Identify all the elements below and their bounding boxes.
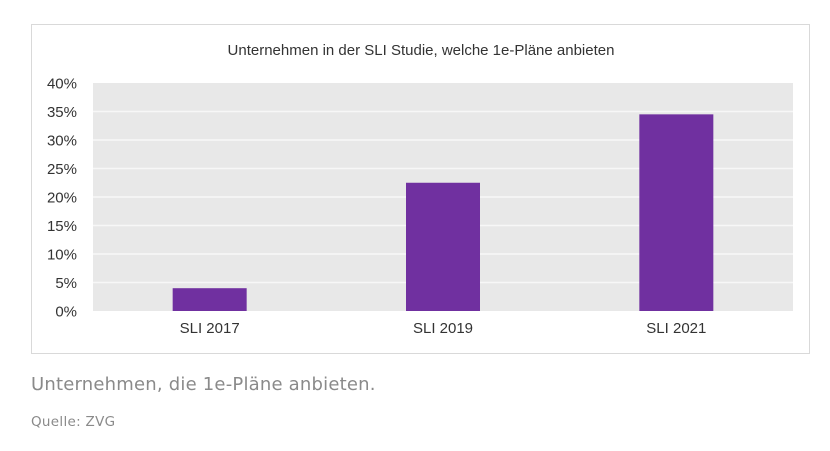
y-tick-label: 0% [55, 304, 77, 321]
figure-caption: Unternehmen, die 1e-Pläne anbieten. [31, 374, 376, 395]
x-tick-label: SLI 2019 [413, 320, 473, 337]
source-note: Quelle: ZVG [31, 414, 116, 430]
bar-sli-2017 [172, 288, 247, 311]
x-tick-label: SLI 2017 [180, 320, 240, 337]
y-tick-label: 5% [55, 275, 77, 292]
y-tick-label: 25% [47, 161, 77, 178]
bar-sli-2021 [639, 114, 714, 311]
y-tick-label: 20% [47, 190, 77, 207]
y-tick-label: 35% [47, 104, 77, 121]
y-tick-label: 10% [47, 247, 77, 264]
y-tick-label: 40% [47, 76, 77, 93]
x-tick-label: SLI 2021 [646, 320, 706, 337]
y-tick-label: 30% [47, 133, 77, 150]
y-tick-label: 15% [47, 218, 77, 235]
bar-chart: Unternehmen in der SLI Studie, welche 1e… [47, 42, 793, 337]
chart-title: Unternehmen in der SLI Studie, welche 1e… [228, 42, 615, 59]
bar-sli-2019 [406, 182, 480, 311]
